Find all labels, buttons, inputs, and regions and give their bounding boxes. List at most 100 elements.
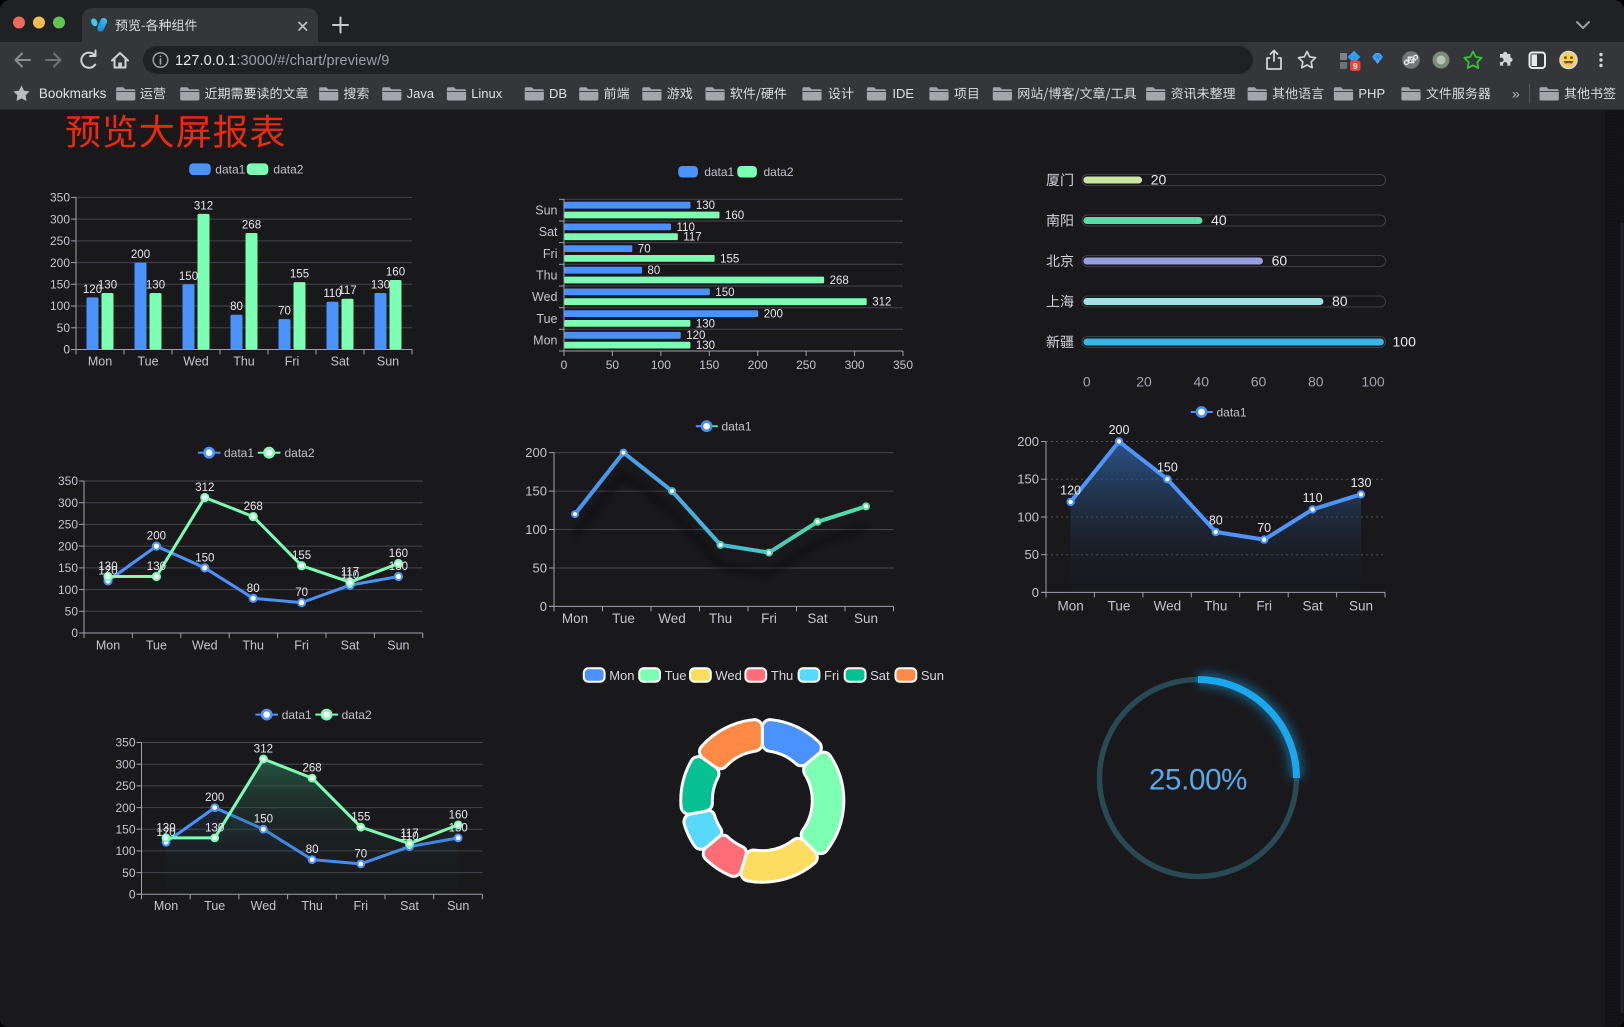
- svg-text:130: 130: [371, 280, 390, 292]
- svg-text:25.00%: 25.00%: [1149, 764, 1247, 797]
- svg-text:312: 312: [872, 297, 891, 309]
- svg-text:60: 60: [1251, 374, 1267, 390]
- svg-text:Sat: Sat: [807, 611, 828, 626]
- svg-text:data2: data2: [342, 708, 372, 722]
- svg-text:70: 70: [278, 306, 291, 318]
- svg-text:70: 70: [638, 244, 651, 256]
- svg-text:0: 0: [63, 343, 70, 357]
- svg-text:100: 100: [651, 358, 671, 372]
- svg-text:130: 130: [98, 561, 117, 573]
- svg-text:350: 350: [50, 191, 70, 205]
- svg-text:Thu: Thu: [709, 611, 732, 626]
- svg-text:Fri: Fri: [354, 899, 369, 913]
- svg-text:200: 200: [147, 531, 166, 543]
- svg-text:»: »: [1512, 86, 1520, 102]
- svg-text:150: 150: [179, 271, 198, 283]
- svg-text:312: 312: [254, 744, 273, 756]
- svg-text:Mon: Mon: [88, 355, 112, 369]
- svg-text:0: 0: [561, 358, 568, 372]
- svg-text:PHP: PHP: [1358, 86, 1385, 101]
- svg-text:200: 200: [1109, 423, 1130, 437]
- svg-text:200: 200: [205, 792, 224, 804]
- svg-text:350: 350: [58, 474, 78, 488]
- svg-text:Wed: Wed: [658, 611, 686, 626]
- svg-text:Fri: Fri: [543, 247, 558, 261]
- svg-text:117: 117: [400, 828, 418, 840]
- svg-text:300: 300: [845, 358, 865, 372]
- svg-text:200: 200: [525, 445, 547, 460]
- svg-text:110: 110: [400, 831, 418, 843]
- svg-text:Tue: Tue: [536, 312, 557, 326]
- svg-text:150: 150: [115, 822, 135, 836]
- svg-text:0: 0: [129, 888, 136, 902]
- svg-text:200: 200: [748, 358, 768, 372]
- svg-text:130: 130: [146, 280, 165, 292]
- svg-text:Tue: Tue: [137, 355, 158, 369]
- svg-text:100: 100: [58, 583, 78, 597]
- svg-text:20: 20: [1151, 172, 1167, 188]
- svg-text:60: 60: [1272, 253, 1288, 269]
- svg-text:0: 0: [540, 599, 547, 614]
- svg-text:312: 312: [195, 482, 214, 494]
- svg-text:0: 0: [1032, 585, 1039, 600]
- svg-text:200: 200: [764, 309, 783, 321]
- svg-text:Thu: Thu: [1204, 599, 1227, 614]
- svg-text:130: 130: [696, 340, 715, 352]
- svg-text:130: 130: [449, 822, 468, 834]
- svg-text:Thu: Thu: [771, 668, 793, 683]
- svg-text:Fri: Fri: [761, 611, 777, 626]
- svg-text:250: 250: [796, 358, 816, 372]
- svg-text:130: 130: [389, 561, 408, 573]
- svg-text:130: 130: [696, 200, 715, 212]
- svg-text:50: 50: [1025, 547, 1039, 562]
- svg-text:70: 70: [295, 587, 308, 599]
- svg-text:117: 117: [683, 232, 701, 244]
- svg-text:Thu: Thu: [536, 268, 558, 282]
- svg-text:Thu: Thu: [301, 899, 323, 913]
- svg-text:Mon: Mon: [533, 334, 557, 348]
- svg-text:50: 50: [65, 605, 79, 619]
- svg-text:40: 40: [1211, 212, 1227, 228]
- svg-text:200: 200: [1017, 434, 1039, 449]
- svg-text:20: 20: [1136, 374, 1152, 390]
- svg-text:268: 268: [244, 501, 263, 513]
- svg-text:50: 50: [533, 560, 547, 575]
- svg-text:130: 130: [156, 822, 175, 834]
- svg-text:Fri: Fri: [294, 639, 309, 653]
- svg-text:data2: data2: [764, 165, 794, 179]
- svg-text:150: 150: [58, 561, 78, 575]
- svg-text:Mon: Mon: [562, 611, 588, 626]
- svg-text:350: 350: [115, 736, 135, 750]
- svg-text:Java: Java: [407, 86, 435, 101]
- svg-text:155: 155: [720, 253, 739, 265]
- svg-text:312: 312: [194, 200, 213, 212]
- svg-text:Fri: Fri: [1256, 599, 1272, 614]
- svg-text:150: 150: [715, 287, 734, 299]
- svg-text:150: 150: [50, 278, 70, 292]
- svg-text:50: 50: [57, 321, 71, 335]
- svg-text:50: 50: [606, 358, 620, 372]
- svg-text:150: 150: [699, 358, 719, 372]
- svg-text:Sun: Sun: [921, 668, 944, 683]
- svg-text:Sat: Sat: [331, 355, 350, 369]
- svg-text:120: 120: [156, 827, 175, 839]
- svg-text:117: 117: [341, 567, 359, 579]
- svg-text:Thu: Thu: [233, 355, 255, 369]
- svg-text:268: 268: [830, 275, 849, 287]
- svg-text:80: 80: [230, 301, 243, 313]
- svg-text:Tue: Tue: [146, 639, 167, 653]
- svg-text:268: 268: [242, 220, 261, 232]
- svg-text:Wed: Wed: [192, 639, 218, 653]
- svg-text:Mon: Mon: [154, 899, 178, 913]
- svg-text:data2: data2: [285, 446, 315, 460]
- svg-text:data1: data1: [215, 162, 245, 176]
- svg-text:150: 150: [1017, 472, 1039, 487]
- svg-text:200: 200: [131, 249, 150, 261]
- svg-text:160: 160: [725, 210, 744, 222]
- svg-text:100: 100: [1017, 509, 1039, 524]
- svg-text:80: 80: [247, 583, 260, 595]
- svg-text:9: 9: [1353, 61, 1358, 71]
- svg-text:120: 120: [1060, 483, 1081, 497]
- svg-text:Sun: Sun: [387, 639, 409, 653]
- svg-text:117: 117: [338, 285, 356, 297]
